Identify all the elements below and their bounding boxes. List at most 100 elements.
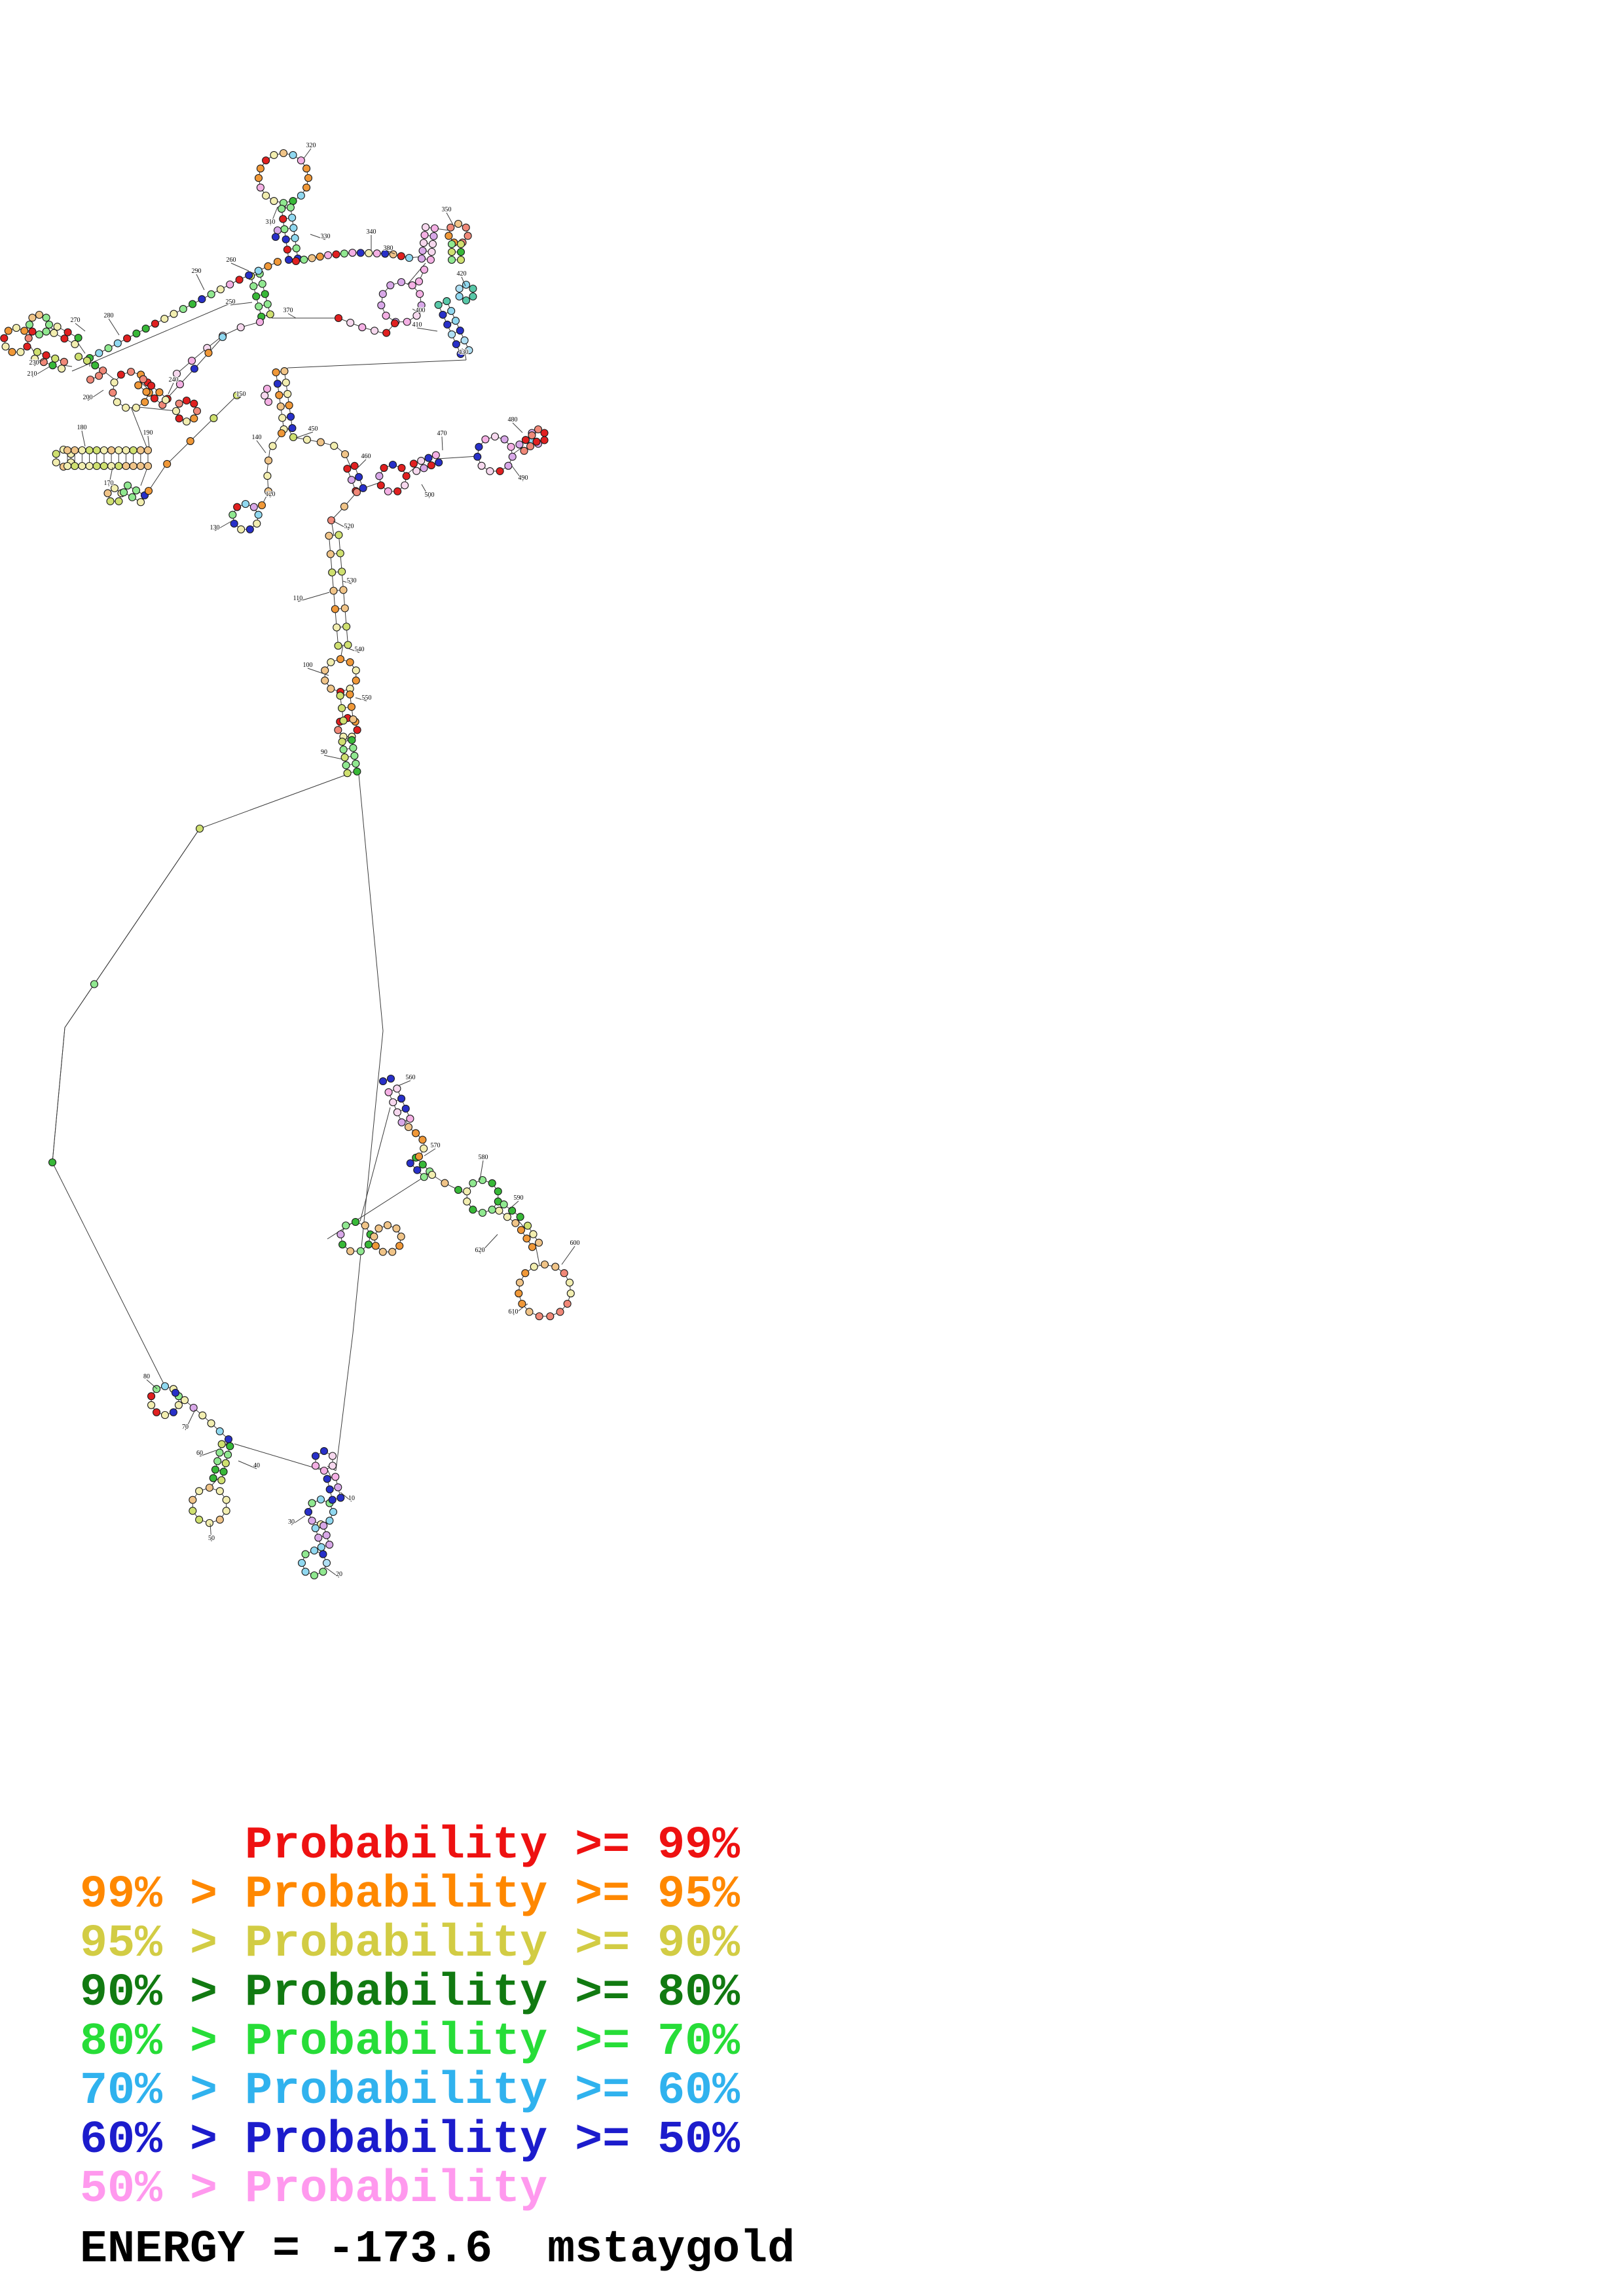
nucleotide-dot [139,375,147,384]
position-label: 340 [367,228,376,236]
nucleotide-dot [263,300,272,308]
nucleotide-dot [266,310,274,319]
position-label: 290 [192,268,202,275]
label-leader-line [81,430,86,447]
nucleotide-dot [347,702,356,711]
nucleotide-dot [495,1206,503,1215]
nucleotide-dot [60,334,69,343]
nucleotide-dot [374,1224,383,1232]
nucleotide-dot [378,290,387,298]
nucleotide-dot [222,1507,230,1515]
nucleotide-dot [411,1129,420,1138]
nucleotide-dot [31,355,39,363]
nucleotide-dot [447,223,455,232]
nucleotide-dot [141,398,149,406]
position-label: 280 [104,312,114,319]
label-leader-line [214,520,234,531]
nucleotide-dot [319,1550,327,1558]
nucleotide-dot [268,442,277,450]
nucleotide-dot [393,487,402,495]
nucleotide-dot [254,511,263,519]
nucleotide-dot [462,223,470,232]
nucleotide-dot [195,824,204,833]
nucleotide-dot [469,1179,477,1187]
nucleotide-dot [361,1221,369,1230]
nucleotide-dot [288,424,297,433]
nucleotide-dot [58,365,66,373]
nucleotide-dot [412,467,421,475]
label-leader-line [307,668,329,676]
nucleotide-dot [35,310,44,319]
nucleotide-dot [142,387,151,396]
nucleotide-dot [334,1483,342,1492]
nucleotide-dot [339,716,348,725]
label-leader-line [416,327,438,332]
position-label: 190 [143,429,153,437]
nucleotide-dot [222,1496,230,1504]
nucleotide-dot [236,323,245,332]
nucleotide-dot [160,315,169,323]
nucleotide-dot [187,357,196,365]
position-label: 60 [196,1450,203,1457]
position-label: 270 [71,317,81,324]
nucleotide-dot [128,493,137,501]
nucleotide-dot [516,1213,524,1221]
nucleotide-dot [277,429,286,438]
nucleotide-dot [346,318,355,327]
nucleotide-dot [388,460,397,469]
nucleotide-dot [86,375,95,384]
nucleotide-dot [280,367,289,376]
nucleotide-dot [560,1269,568,1278]
nucleotide-dot [336,691,344,700]
nucleotide-dot [261,290,269,298]
legend-line: 90% > Probability >= 80% [80,1967,740,2019]
nucleotide-dot [528,431,536,440]
nucleotide-dot [340,249,348,258]
nucleotide-dot [258,279,266,288]
nucleotide-dot [380,463,388,472]
position-label: 480 [508,416,518,423]
position-label: 580 [479,1154,488,1161]
label-leader-line [412,308,421,314]
nucleotide-dot [322,1558,331,1568]
nucleotide-dot [308,1499,316,1507]
nucleotide-dot [455,292,464,301]
position-label: 250 [226,298,236,306]
nucleotide-dot [328,568,337,577]
nucleotide-dot [342,761,350,770]
nucleotide-dot [490,432,500,441]
nucleotide-dot [272,368,280,376]
nucleotide-dot [144,486,153,495]
nucleotide-dot [566,1289,575,1298]
nucleotide-dot [469,284,477,293]
nucleotide-dot [481,435,490,444]
nucleotide-dot [253,519,261,528]
nucleotide-dot [25,320,34,329]
nucleotide-dot [540,1260,549,1269]
nucleotide-dot [447,240,456,249]
nucleotide-dot [256,183,264,192]
nucleotide-dot [1,342,10,351]
nucleotide-dot [342,1221,350,1230]
nucleotide-dot [113,339,122,348]
position-label: 80 [143,1373,150,1380]
nucleotide-dot [452,340,460,348]
nucleotide-dot [324,251,333,259]
nucleotide-dot [454,1185,463,1194]
nucleotide-dot [323,1475,331,1483]
nucleotide-dot [521,1269,530,1278]
position-label: 30 [288,1518,295,1526]
nucleotide-dot [226,280,234,289]
nucleotide-dot [322,1531,331,1539]
nucleotide-dot [74,334,82,342]
legend-line: 80% > Probability >= 70% [80,2017,740,2068]
nucleotide-dot [417,457,426,465]
position-label: 610 [509,1308,519,1316]
label-leader-line [479,1234,498,1254]
nucleotide-dot [429,232,438,240]
label-leader-line [185,1409,196,1431]
nucleotide-dot [210,414,218,423]
nucleotide-dot [109,388,117,397]
nucleotide-dot [420,265,429,274]
